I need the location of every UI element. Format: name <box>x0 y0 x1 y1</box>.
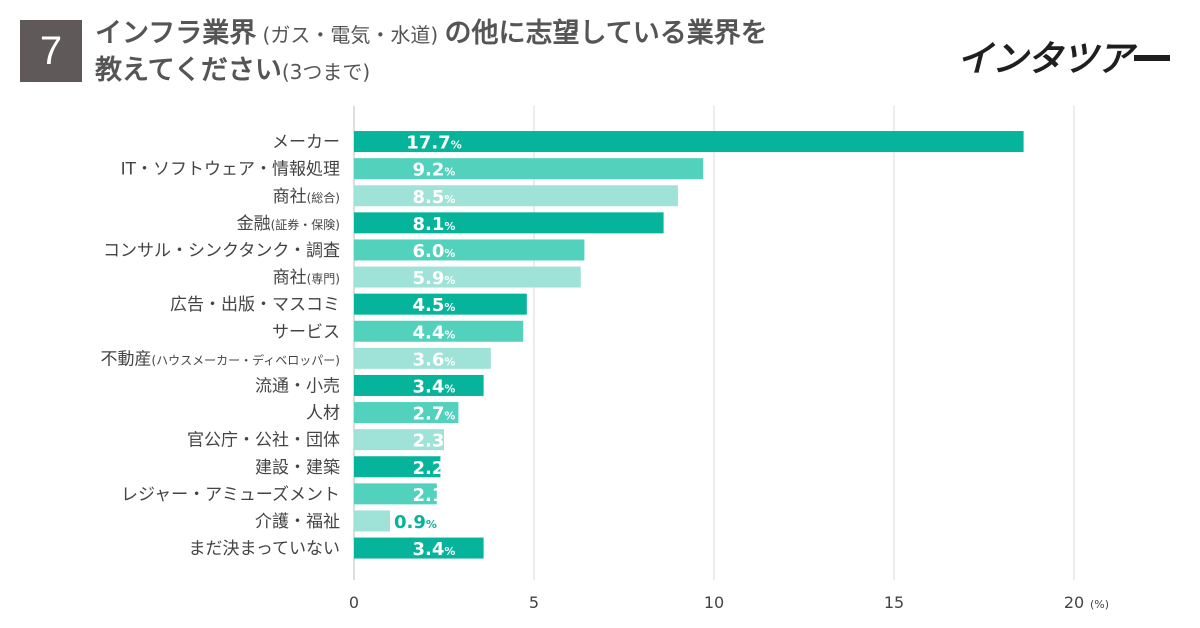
value-label: 2.2% <box>413 458 456 479</box>
value-label: 2.1% <box>413 485 456 506</box>
value-label: 9.2% <box>413 160 456 181</box>
value-label: 3.4% <box>413 539 456 560</box>
category-label: 金融(証券・保険) <box>237 214 340 234</box>
chart-title: インフラ業界 (ガス・電気・水道) の他に志望している業界を 教えてください(3… <box>95 16 895 90</box>
value-label: 4.5% <box>413 295 456 316</box>
bar <box>354 402 459 424</box>
bar <box>354 429 444 451</box>
bar <box>354 456 441 478</box>
bar <box>354 212 664 234</box>
title-part-5: (3つまで) <box>281 60 371 84</box>
value-label: 3.4% <box>413 376 456 397</box>
category-label: まだ決まっていない <box>189 539 340 559</box>
value-label: 4.4% <box>413 322 456 343</box>
x-unit-label: (%) <box>1090 598 1109 611</box>
bar <box>354 185 678 207</box>
title-part-1: インフラ業界 <box>95 18 257 49</box>
bar <box>354 158 704 180</box>
title-part-2: (ガス・電気・水道) <box>256 23 445 47</box>
x-tick-label: 15 <box>884 593 904 612</box>
value-label: 3.6% <box>413 349 456 370</box>
logo-text: インタツア <box>956 39 1133 80</box>
value-label: 8.5% <box>413 187 456 208</box>
value-label: 6.0% <box>413 241 456 262</box>
category-label: 介護・福祉 <box>255 512 340 532</box>
bar <box>354 293 527 315</box>
category-label: 人材 <box>306 404 340 424</box>
title-part-4: 教えてください <box>95 55 282 86</box>
category-label: 官公庁・公社・団体 <box>187 431 340 451</box>
category-label: サービス <box>272 322 340 342</box>
bar <box>354 131 1024 153</box>
category-label: 流通・小売 <box>255 376 340 396</box>
x-tick-label: 20 <box>1064 593 1084 612</box>
x-tick-label: 0 <box>349 593 359 612</box>
value-label: 2.3% <box>413 431 456 452</box>
value-label: 2.7% <box>413 404 456 425</box>
category-label: コンサル・シンクタンク・調査 <box>103 241 340 261</box>
bar <box>354 347 491 369</box>
category-label: メーカー <box>272 133 340 153</box>
category-label: 商社(専門) <box>273 268 340 288</box>
logo-dash <box>1134 55 1170 61</box>
value-label: 0.9% <box>394 512 437 533</box>
x-tick-label: 10 <box>704 593 724 612</box>
category-label: 広告・出版・マスコミ <box>170 295 340 315</box>
title-line-2: 教えてください(3つまで) <box>95 53 895 90</box>
value-label: 17.7% <box>406 133 461 154</box>
title-part-3: の他に志望している業界を <box>444 18 768 49</box>
category-label: 不動産(ハウスメーカー・ディベロッパー) <box>100 349 340 369</box>
bar <box>354 266 581 288</box>
brand-logo: インタツア <box>957 30 1170 82</box>
bar <box>354 510 390 532</box>
bar <box>354 374 484 396</box>
category-label: 建設・建築 <box>255 458 340 478</box>
category-label: 商社(総合) <box>273 187 340 207</box>
category-label: レジャー・アミューズメント <box>121 485 340 505</box>
bar <box>354 483 437 505</box>
category-label: IT・ソフトウェア・情報処理 <box>121 160 340 180</box>
bar <box>354 239 585 261</box>
question-number-badge: 7 <box>20 20 82 82</box>
value-label: 8.1% <box>413 214 456 235</box>
x-tick-label: 5 <box>529 593 539 612</box>
bar <box>354 537 484 559</box>
bar <box>354 320 524 342</box>
value-label: 5.9% <box>413 268 456 289</box>
